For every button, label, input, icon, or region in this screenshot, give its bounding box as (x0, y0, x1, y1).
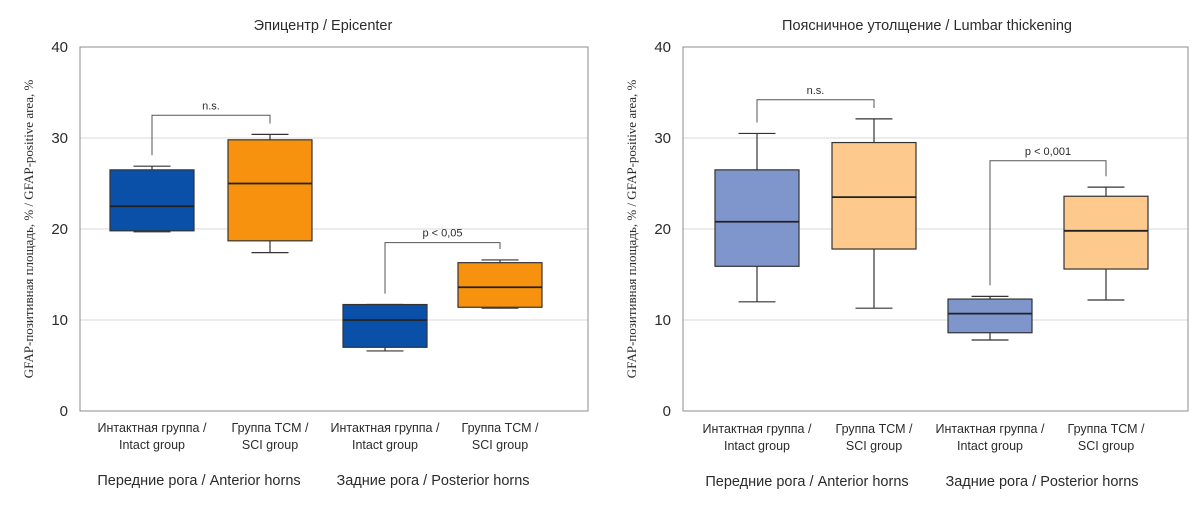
box-plot (227, 133, 313, 254)
category-label-line: Интактная группа / (703, 422, 812, 436)
category-label-line: SCI group (472, 438, 528, 452)
category-label-line: Intact group (352, 438, 418, 452)
box-plot (831, 118, 917, 309)
significance-label: p < 0,05 (422, 228, 462, 240)
chart-title: Поясничное утолщение / Lumbar thickening (782, 18, 1072, 34)
y-tick-label: 10 (654, 312, 671, 329)
group-label: Задние рога / Posterior horns (336, 473, 529, 489)
category-label: Интактная группа / Intact group (98, 421, 207, 452)
y-tick-label: 20 (51, 221, 68, 238)
box-iqr (227, 139, 313, 242)
box-iqr (457, 262, 543, 308)
category-label: Группа ТСМ / SCI group (462, 421, 539, 452)
y-axis-label: GFAP-позитивная площадь, % / GFAP-positi… (21, 80, 36, 379)
category-label-line: Intact group (119, 438, 185, 452)
significance-label: p < 0,001 (1025, 146, 1071, 158)
box-iqr (1063, 195, 1149, 270)
group-label: Передние рога / Anterior horns (705, 474, 908, 490)
box-plot (947, 295, 1033, 341)
y-axis-label: GFAP-позитивная площадь, % / GFAP-positi… (624, 80, 639, 379)
category-label-line: SCI group (242, 438, 298, 452)
category-label-line: SCI group (1078, 439, 1134, 453)
plot-frame (682, 46, 1189, 412)
box-plot (457, 259, 543, 309)
box-plot (109, 165, 195, 233)
significance-label: n.s. (807, 85, 825, 97)
box-iqr (947, 298, 1033, 334)
category-label-line: Intact group (957, 439, 1023, 453)
chart-panel: 0 10 20 30 40 GFAP-позитивная площадь, % / GF… (21, 18, 589, 489)
category-label-line: Группа ТСМ / (232, 421, 309, 435)
category-label: Группа ТСМ / SCI group (232, 421, 309, 452)
bracket-line (756, 99, 875, 123)
box-iqr (831, 141, 917, 250)
y-tick-label: 40 (654, 39, 671, 56)
box-iqr (109, 169, 195, 232)
category-label: Интактная группа / Intact group (703, 422, 812, 453)
category-label: Интактная группа / Intact group (331, 421, 440, 452)
significance-bracket: p < 0,001 (989, 146, 1107, 286)
category-label: Группа ТСМ / SCI group (836, 422, 913, 453)
group-label: Передние рога / Anterior horns (97, 473, 300, 489)
category-label: Группа ТСМ / SCI group (1068, 422, 1145, 453)
category-label-line: Интактная группа / (936, 422, 1045, 436)
plot-frame (79, 46, 589, 412)
category-label-line: Группа ТСМ / (462, 421, 539, 435)
box-plot (1063, 186, 1149, 301)
y-tick-label: 10 (51, 312, 68, 329)
bracket-line (384, 242, 501, 294)
category-label-line: Intact group (724, 439, 790, 453)
box-iqr (714, 169, 800, 267)
category-label-line: Группа ТСМ / (836, 422, 913, 436)
y-tick-label: 40 (51, 39, 68, 56)
significance-label: n.s. (202, 100, 220, 112)
category-label-line: Интактная группа / (98, 421, 207, 435)
category-label: Интактная группа / Intact group (936, 422, 1045, 453)
significance-bracket: n.s. (151, 100, 271, 156)
bracket-line (151, 114, 271, 156)
box-plot (342, 303, 428, 352)
box-plot (714, 132, 800, 303)
category-label-line: Группа ТСМ / (1068, 422, 1145, 436)
group-label: Задние рога / Posterior horns (945, 474, 1138, 490)
category-label-line: Интактная группа / (331, 421, 440, 435)
category-label-line: SCI group (846, 439, 902, 453)
y-tick-label: 0 (60, 403, 68, 420)
y-tick-label: 30 (51, 130, 68, 147)
chart-panel: 0 10 20 30 40 GFAP-позитивная площадь, % / GF… (624, 18, 1189, 490)
significance-bracket: n.s. (756, 85, 875, 123)
y-tick-label: 0 (663, 403, 671, 420)
box-iqr (342, 303, 428, 348)
y-tick-label: 30 (654, 130, 671, 147)
chart-title: Эпицентр / Epicenter (254, 18, 393, 34)
significance-bracket: p < 0,05 (384, 228, 501, 294)
bracket-line (989, 160, 1107, 286)
y-tick-label: 20 (654, 221, 671, 238)
